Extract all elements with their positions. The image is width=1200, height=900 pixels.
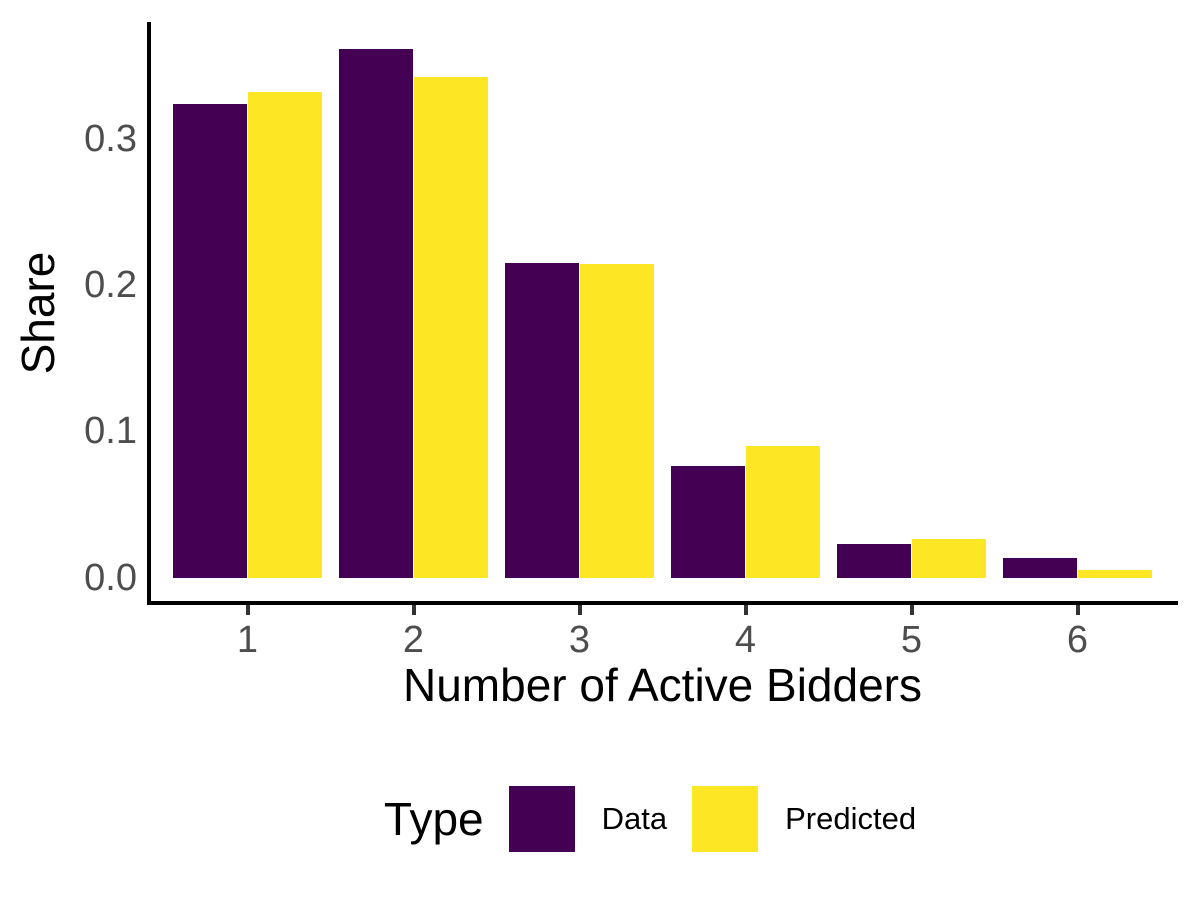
bar-data-3 <box>504 262 580 578</box>
bar-data-1 <box>172 103 248 578</box>
y-tick-label-0.2: 0.2 <box>84 263 137 306</box>
legend-label-predicted: Predicted <box>785 801 917 836</box>
x-tick-2 <box>411 605 416 615</box>
legend-item-data: Data <box>508 786 692 852</box>
x-tick-5 <box>909 605 914 615</box>
x-tick-6 <box>1075 605 1080 615</box>
x-tick-3 <box>577 605 582 615</box>
legend-swatch-predicted <box>692 786 759 852</box>
x-axis-title: Number of Active Bidders <box>402 659 922 711</box>
legend-label-data: Data <box>601 801 668 836</box>
legend-item-predicted: Predicted <box>692 786 941 852</box>
bar-predicted-2 <box>413 77 489 578</box>
bar-predicted-4 <box>745 445 821 578</box>
y-tick-label-0.1: 0.1 <box>84 410 137 453</box>
bar-predicted-3 <box>579 264 655 578</box>
y-tick-label-0.0: 0.0 <box>84 556 137 599</box>
x-tick-label-3: 3 <box>568 619 591 661</box>
bar-data-5 <box>836 543 912 578</box>
x-tick-1 <box>245 605 250 615</box>
y-tick-label-0.3: 0.3 <box>84 117 137 160</box>
x-tick-label-6: 6 <box>1066 619 1089 661</box>
legend: Type Data Predicted <box>147 786 1178 852</box>
x-tick-4 <box>743 605 748 615</box>
bar-predicted-5 <box>911 539 987 578</box>
x-tick-label-5: 5 <box>900 619 923 661</box>
legend-title: Type <box>383 793 484 845</box>
legend-swatch-data <box>508 786 575 852</box>
bar-data-4 <box>670 466 746 578</box>
bar-predicted-6 <box>1077 570 1153 578</box>
x-tick-label-1: 1 <box>236 619 259 661</box>
bar-predicted-1 <box>247 91 323 578</box>
plot-panel <box>147 22 1178 605</box>
bar-data-2 <box>338 49 414 578</box>
x-tick-label-2: 2 <box>402 619 425 661</box>
x-tick-label-4: 4 <box>734 619 757 661</box>
bar-data-6 <box>1002 558 1078 578</box>
